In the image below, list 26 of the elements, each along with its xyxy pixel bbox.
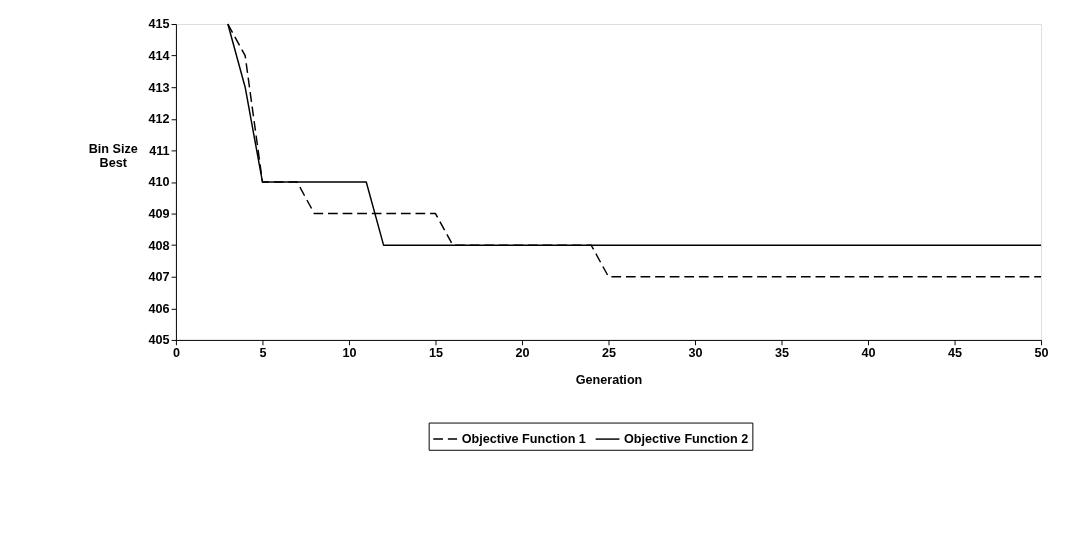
y-tick-label: 407 [148,270,170,285]
x-tick-label: 45 [948,345,963,360]
x-tick-label: 40 [861,345,876,360]
x-tick-label: 30 [688,345,703,360]
legend-label: Objective Function 1 [461,431,586,446]
y-tick-label: 408 [148,238,170,253]
legend-label: Objective Function 2 [624,431,749,446]
x-tick-label: 20 [515,345,530,360]
y-tick-label: 411 [149,143,170,158]
y-tick-label: 415 [148,17,170,32]
x-tick-label: 35 [774,345,790,360]
x-tick-label: 25 [601,345,617,360]
y-tick-label: 406 [148,301,170,316]
y-axis-title: Bin Size Best [88,141,138,171]
x-axis-title: Generation [575,373,643,388]
x-tick-label: 50 [1034,345,1049,360]
x-tick-label: 5 [259,345,267,360]
x-tick-label: 0 [172,345,180,360]
x-tick-label: 10 [342,345,357,360]
y-tick-label: 409 [148,206,170,221]
y-tick-label: 412 [148,112,170,127]
y-tick-label: 413 [148,80,170,95]
y-tick-label: 405 [148,333,170,348]
x-tick-label: 15 [428,345,443,360]
y-tick-label: 414 [148,48,170,63]
y-tick-label: 410 [148,175,170,190]
